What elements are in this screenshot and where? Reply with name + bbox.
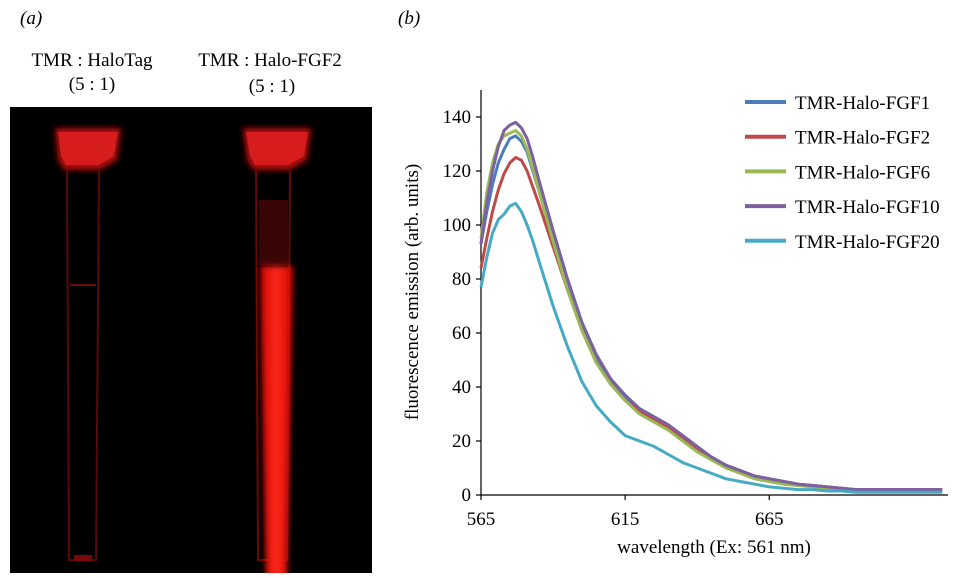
- legend-label: TMR-Halo-FGF20: [795, 232, 940, 253]
- x-tick-label: 665: [755, 509, 784, 530]
- legend-label: TMR-Halo-FGF2: [795, 128, 930, 149]
- lane-name: TMR : HaloTag: [31, 50, 153, 71]
- y-tick-label: 120: [443, 161, 472, 182]
- lane-ratio: (5 : 1): [69, 74, 115, 95]
- x-tick-label: 565: [467, 509, 496, 530]
- photo-background: [10, 107, 372, 573]
- y-tick-label: 40: [452, 377, 471, 398]
- lane-ratio: (5 : 1): [249, 76, 295, 97]
- panel-label: (a): [20, 8, 42, 29]
- legend-label: TMR-Halo-FGF10: [795, 197, 940, 218]
- y-axis-label: fluorescence emission (arb. units): [402, 164, 423, 420]
- series-line: [479, 201, 943, 494]
- photo: [10, 107, 372, 578]
- series-line: [479, 120, 943, 492]
- tube: [55, 128, 121, 561]
- y-tick-label: 0: [462, 485, 472, 506]
- y-tick-label: 140: [443, 107, 472, 128]
- tube: [243, 128, 311, 578]
- legend-label: TMR-Halo-FGF1: [795, 93, 930, 114]
- y-tick-label: 80: [452, 269, 471, 290]
- y-tick-label: 20: [452, 431, 471, 452]
- legend-label: TMR-Halo-FGF6: [795, 162, 930, 183]
- series-line: [479, 129, 943, 493]
- x-tick-label: 615: [611, 509, 640, 530]
- y-tick-label: 60: [452, 323, 471, 344]
- series-line: [479, 134, 943, 493]
- lane-name: TMR : Halo-FGF2: [198, 50, 342, 71]
- x-axis-label: wavelength (Ex: 561 nm): [617, 537, 811, 558]
- y-tick-label: 100: [443, 215, 472, 236]
- panel-label: (b): [398, 8, 420, 29]
